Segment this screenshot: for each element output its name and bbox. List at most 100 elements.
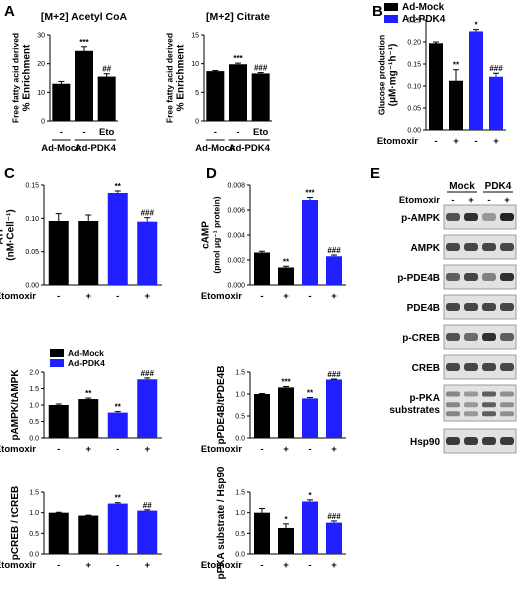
chart-citrate: [M+2] Citrate Free fatty acid derived% En…	[165, 11, 272, 154]
blot-band	[464, 411, 478, 417]
blot-etomoxir-label: Etomoxir	[399, 195, 440, 206]
legend-label: Ad-PDK4	[68, 358, 105, 368]
treatment-label: -	[260, 444, 263, 455]
significance-label: ###	[141, 369, 155, 378]
blot-band	[446, 333, 460, 341]
blot-lane-label: +	[468, 195, 474, 206]
etomoxir-row-label: Etomoxir	[0, 560, 36, 571]
y-tick-label: 20	[37, 61, 45, 68]
bar	[78, 221, 99, 285]
y-tick-label: 0.0	[29, 552, 39, 559]
blot-band	[500, 411, 514, 417]
legend-swatch	[384, 15, 398, 23]
y-tick-label: 0.5	[29, 531, 39, 538]
y-tick-label: 5	[195, 90, 199, 97]
treatment-label: Eto	[253, 127, 269, 138]
legend-label: Ad-Mock	[68, 348, 104, 358]
blot-band	[446, 243, 460, 251]
blot-band	[446, 437, 460, 445]
panel-label-a: A	[4, 3, 15, 20]
y-tick-label: 1.5	[235, 490, 245, 497]
y-axis-label: pAMPK/tAMPK	[10, 369, 21, 441]
etomoxir-row-label: Etomoxir	[201, 560, 242, 571]
y-tick-label: 1.0	[235, 392, 245, 399]
y-tick-label: 30	[37, 33, 45, 40]
blot-band	[500, 333, 514, 341]
chart-title: [M+2] Citrate	[206, 11, 270, 23]
bar	[429, 43, 443, 130]
y-tick-label: 1.5	[235, 370, 245, 377]
treatment-label: +	[283, 444, 289, 455]
significance-label: ###	[489, 64, 503, 73]
y-tick-label: 0.0	[235, 436, 245, 443]
y-tick-label: 0	[41, 119, 45, 126]
y-tick-label: 2.0	[29, 370, 39, 377]
significance-label: ###	[327, 246, 341, 255]
y-tick-label: 0.004	[227, 233, 245, 240]
significance-label: **	[85, 389, 92, 398]
treatment-label: -	[308, 291, 311, 302]
treatment-label: +	[144, 444, 150, 455]
bar	[278, 267, 294, 285]
treatment-label: -	[57, 291, 60, 302]
blot-row-label: AMPK	[411, 243, 441, 254]
treatment-label: +	[493, 136, 499, 147]
chart-camp: cAMP (pmol μg⁻¹ protein) 0.000 0.002 0.004 0.…	[201, 183, 346, 302]
y-tick-label: 0.5	[235, 414, 245, 421]
treatment-label: -	[308, 444, 311, 455]
blot-band	[446, 273, 460, 281]
bar	[254, 394, 270, 438]
y-tick-label: 1.5	[29, 490, 39, 497]
bar	[278, 387, 294, 438]
chart-pcreb: pCREB / tCREB 0.0 0.5 1.0 1.5 ** ## Etomoxir - + -…	[0, 486, 162, 571]
y-tick-label: 0.0	[29, 436, 39, 443]
y-tick-label: 0.05	[407, 106, 421, 113]
treatment-label: +	[331, 291, 337, 302]
group-label: Ad-PDK4	[229, 143, 271, 154]
treatment-label: -	[57, 444, 60, 455]
y-axis-label: pCREB / tCREB	[10, 486, 21, 560]
bar	[469, 31, 483, 130]
treatment-label: -	[57, 560, 60, 571]
blot-band	[482, 402, 496, 408]
panel-label-d: D	[206, 165, 217, 182]
blot-band	[464, 243, 478, 251]
treatment-label: -	[60, 127, 63, 138]
significance-label: ###	[327, 370, 341, 379]
treatment-label: -	[474, 136, 477, 147]
y-axis-label: % Enrichment	[176, 44, 187, 111]
blot-band	[500, 303, 514, 311]
significance-label: ##	[102, 65, 111, 74]
bar	[489, 76, 503, 130]
blot-band	[464, 303, 478, 311]
blot-group-label: Mock	[449, 181, 475, 192]
bar	[251, 73, 270, 121]
bar	[229, 64, 247, 121]
significance-label: ###	[141, 209, 155, 218]
treatment-label: +	[283, 560, 289, 571]
blot-row-label: PDE4B	[407, 303, 440, 314]
bar	[278, 527, 294, 554]
significance-label: *	[474, 21, 478, 30]
blot-band	[482, 391, 496, 397]
treatment-label: -	[116, 444, 119, 455]
chart-title: [M+2] Acetyl CoA	[41, 11, 128, 23]
blot-band	[500, 243, 514, 251]
y-tick-label: 0.15	[25, 183, 39, 190]
group-label: Ad-PDK4	[75, 143, 117, 154]
blot-row-label: Hsp90	[410, 437, 440, 448]
y-axis-label: (nM·Cell⁻¹)	[6, 209, 17, 260]
y-tick-label: 0.05	[25, 249, 39, 256]
significance-label: **	[115, 494, 122, 503]
treatment-label: +	[331, 444, 337, 455]
treatment-label: +	[144, 560, 150, 571]
y-axis-label: % Enrichment	[22, 44, 33, 111]
y-tick-label: 0.002	[227, 258, 245, 265]
chart-pampk: pAMPK/tAMPK 0.0 0.5 1.0 1.5 2.0 ** ** ### Etomoxi…	[0, 348, 162, 455]
chart-ppka: pPKA substrate / Hsp90 0.0 0.5 1.0 1.5 * * ### E…	[201, 466, 346, 580]
blot-band	[500, 213, 514, 221]
treatment-label: +	[85, 291, 91, 302]
significance-label: **	[307, 389, 314, 398]
y-tick-label: 0.5	[29, 419, 39, 426]
blot-band	[446, 363, 460, 371]
